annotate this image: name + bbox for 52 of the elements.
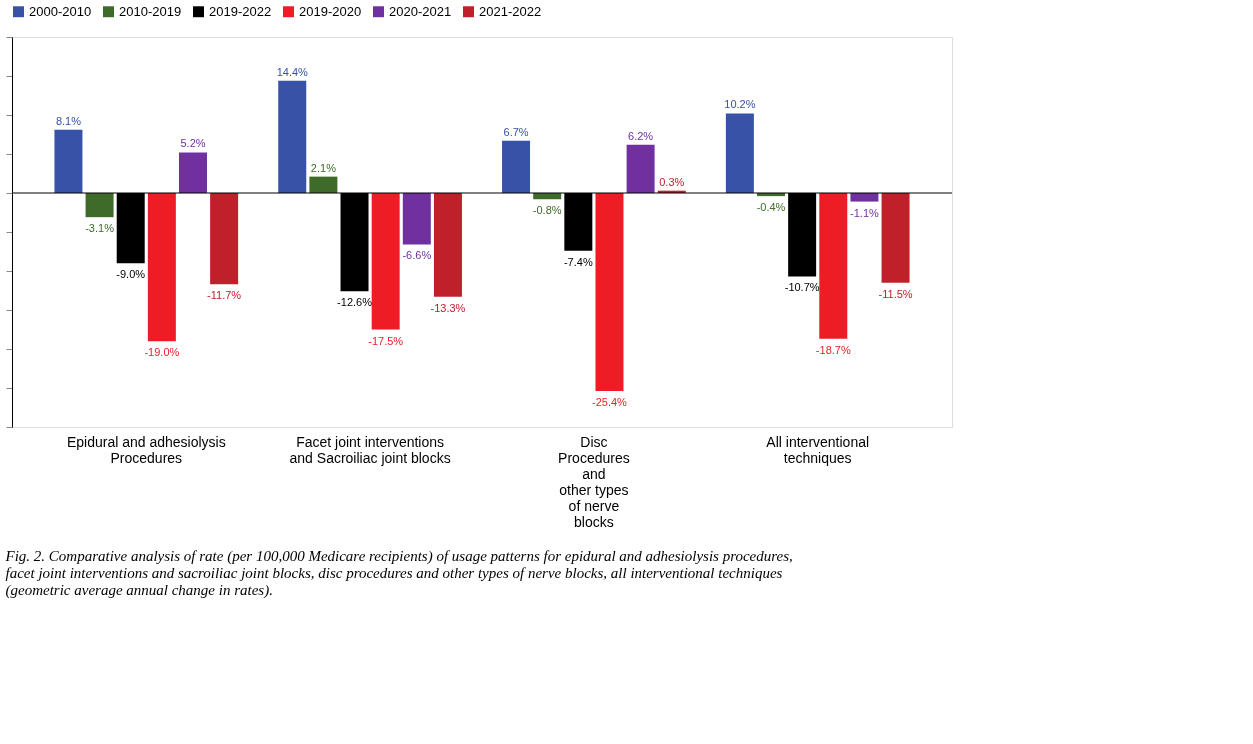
data-label: -0.8% bbox=[532, 204, 562, 217]
data-label: -1.1% bbox=[850, 206, 879, 219]
bar bbox=[309, 176, 338, 193]
data-label: -0.4% bbox=[756, 201, 786, 214]
bar bbox=[819, 193, 848, 339]
bar bbox=[881, 193, 910, 283]
data-label: -12.6% bbox=[337, 296, 373, 309]
legend-label: 2019-2022 bbox=[209, 3, 272, 19]
data-label: -17.5% bbox=[368, 334, 404, 347]
bar bbox=[371, 193, 400, 330]
bar bbox=[210, 193, 239, 285]
data-label: 2.1% bbox=[310, 161, 337, 174]
legend-label: 2021-2022 bbox=[479, 3, 542, 19]
bar bbox=[147, 193, 176, 342]
data-label: -3.1% bbox=[85, 222, 115, 235]
x-tick-label: Epidural and adhesiolysis Procedures bbox=[66, 433, 226, 466]
data-label: 6.7% bbox=[503, 125, 529, 138]
bar bbox=[85, 193, 114, 218]
bar bbox=[178, 152, 207, 193]
legend-label: 2010-2019 bbox=[119, 3, 182, 19]
bar bbox=[850, 193, 879, 202]
x-tick-label: Disc Procedures and other types of nerve blocks bbox=[558, 433, 630, 530]
x-tick-label: All interventional techniques bbox=[766, 433, 870, 466]
data-label: 6.2% bbox=[628, 129, 654, 142]
data-label: 8.1% bbox=[55, 114, 82, 127]
x-tick-label: Facet joint interventions and Sacroiliac joint blocks bbox=[289, 433, 451, 466]
data-label: -10.7% bbox=[784, 281, 820, 294]
bar bbox=[595, 193, 624, 392]
bar bbox=[502, 140, 531, 193]
data-label: -19.0% bbox=[144, 346, 180, 359]
bar bbox=[433, 193, 462, 297]
data-label: -25.4% bbox=[592, 396, 628, 409]
data-label: 10.2% bbox=[724, 98, 756, 111]
data-label: 14.4% bbox=[276, 65, 309, 78]
bar bbox=[54, 129, 83, 193]
bar bbox=[725, 113, 754, 193]
data-label: -13.3% bbox=[430, 301, 466, 314]
caption: Fig. 2. Comparative analysis of rate (per 100,000 Medicare recipients) of usage patterns for epidural and adhesiolysis procedures, facet joint interventions and sacroiliac joint blocks, disc procedures and other types of nerve blocks, all interventional techniques (geometric average annual change in rates). bbox=[4, 548, 793, 599]
data-label: -11.7% bbox=[207, 289, 242, 302]
bar bbox=[278, 80, 307, 193]
data-label: -9.0% bbox=[116, 268, 146, 281]
data-label: -6.6% bbox=[402, 249, 432, 262]
bar bbox=[626, 144, 655, 193]
data-label: -18.7% bbox=[815, 343, 851, 356]
data-label: -11.5% bbox=[878, 287, 913, 300]
data-label: 0.3% bbox=[659, 175, 685, 188]
data-label: 5.2% bbox=[180, 137, 206, 150]
bar bbox=[402, 193, 431, 245]
data-label: -7.4% bbox=[563, 255, 593, 268]
legend-label: 2000-2010 bbox=[29, 3, 92, 19]
legend-label: 2020-2021 bbox=[389, 3, 452, 19]
legend-label: 2019-2020 bbox=[299, 3, 362, 19]
